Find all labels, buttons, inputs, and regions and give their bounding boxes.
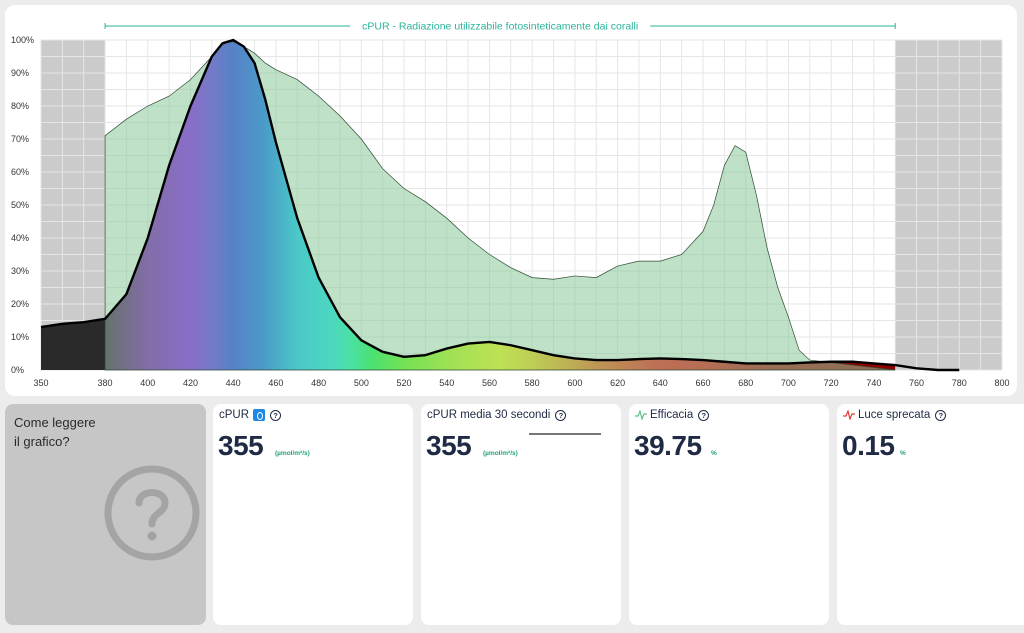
light-spectrum-line — [40, 38, 960, 372]
coral-absorption-area — [104, 41, 896, 371]
metric-value: 0.15 — [842, 430, 895, 461]
metric-unit: (µmol/m²/s) — [275, 450, 310, 457]
metric-title-label: cPUR media 30 secondi — [427, 409, 551, 421]
metric-title-label: Efficacia — [650, 409, 694, 421]
x-tick-label: 380 — [98, 378, 113, 388]
x-tick-label: 440 — [226, 378, 241, 388]
x-tick-label: 700 — [781, 378, 796, 388]
x-tick-label: 460 — [268, 378, 283, 388]
y-tick-label: 50% — [11, 200, 29, 210]
metric-unit: % — [711, 450, 717, 457]
pulse-icon — [843, 410, 855, 420]
spectrum-fill-out-of-range — [41, 318, 106, 370]
x-tick-label: 720 — [824, 378, 839, 388]
help-icon[interactable]: ? — [935, 409, 947, 421]
metric-card-efficacia: Efficacia ? 39.75 % — [629, 404, 829, 625]
metric-unit: % — [900, 450, 906, 457]
droplet-icon[interactable] — [253, 409, 266, 421]
metric-card-cpur-average: cPUR media 30 secondi ? 355 (µmol/m²/s) — [421, 404, 621, 625]
y-tick-label: 80% — [11, 101, 29, 111]
metric-title: Efficacia ? — [635, 409, 710, 421]
y-tick-label: 70% — [11, 134, 29, 144]
x-tick-label: 580 — [525, 378, 540, 388]
chart-title: cPUR - Radiazione utilizzabile fotosinte… — [362, 21, 638, 33]
x-tick-label: 480 — [311, 378, 326, 388]
metric-value: 355 — [426, 430, 472, 461]
x-tick-label: 350 — [33, 378, 48, 388]
x-tick-label: 780 — [952, 378, 967, 388]
x-tick-label: 420 — [183, 378, 198, 388]
x-tick-label: 680 — [738, 378, 753, 388]
y-tick-label: 60% — [11, 167, 29, 177]
metric-title: cPUR media 30 secondi ? — [427, 409, 567, 421]
x-tick-label: 600 — [567, 378, 582, 388]
x-tick-label: 500 — [354, 378, 369, 388]
metric-title: Luce sprecata ? — [843, 409, 947, 421]
x-tick-label: 560 — [482, 378, 497, 388]
y-tick-label: 40% — [11, 233, 29, 243]
pulse-icon — [635, 410, 647, 420]
y-tick-label: 10% — [11, 332, 29, 342]
x-tick-label: 520 — [397, 378, 412, 388]
metric-card-cpur: cPUR ? 355 (µmol/m²/s) — [213, 404, 413, 625]
y-tick-label: 90% — [11, 68, 29, 78]
x-tick-label: 740 — [866, 378, 881, 388]
metric-title: cPUR ? — [219, 409, 282, 421]
x-tick-label: 660 — [696, 378, 711, 388]
metric-card-luce-sprecata: Luce sprecata ? 0.15 % — [837, 404, 1024, 625]
metric-unit: (µmol/m²/s) — [483, 450, 518, 457]
x-tick-label: 760 — [909, 378, 924, 388]
metric-value: 39.75 — [634, 430, 702, 461]
metric-value: 355 — [218, 430, 264, 461]
help-text: Come leggere il grafico? — [14, 415, 96, 449]
spectrum-chart: 350 380 400 420 440 460 480 500 520 540 560 580 600 6… — [11, 18, 1010, 388]
x-tick-label: 540 — [439, 378, 454, 388]
y-tick-label: 0% — [11, 365, 24, 375]
x-tick-label: 800 — [994, 378, 1009, 388]
help-icon[interactable]: ? — [698, 409, 710, 421]
trend-line — [529, 433, 601, 435]
help-icon[interactable]: ? — [270, 409, 282, 421]
metric-title-label: cPUR — [219, 409, 250, 421]
x-tick-label: 400 — [140, 378, 155, 388]
help-icon[interactable]: ? — [555, 409, 567, 421]
x-tick-label: 640 — [653, 378, 668, 388]
chart-title-bg — [350, 18, 651, 32]
y-tick-label: 20% — [11, 299, 29, 309]
metric-title-label: Luce sprecata — [858, 409, 931, 421]
question-circle-icon[interactable] — [104, 465, 200, 561]
y-tick-label: 30% — [11, 266, 29, 276]
spectrum-chart-card: 350 380 400 420 440 460 480 500 520 540 560 580 600 6… — [5, 5, 1017, 396]
x-tick-label: 620 — [610, 378, 625, 388]
y-tick-label: 100% — [11, 35, 34, 45]
